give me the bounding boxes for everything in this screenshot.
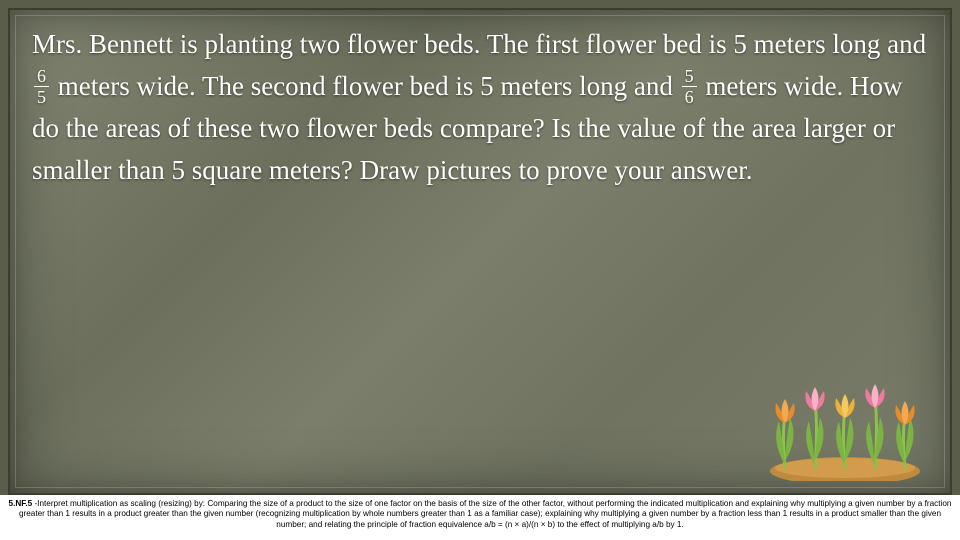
standard-text: -Interpret multiplication as scaling (re…: [19, 499, 952, 529]
tulip-group: [775, 384, 914, 469]
fraction-1-denominator: 5: [34, 87, 49, 106]
tulips-illustration: [760, 341, 930, 481]
fraction-1: 6 5: [34, 67, 49, 106]
math-question: Mrs. Bennett is planting two flower beds…: [32, 24, 928, 192]
fraction-2: 5 6: [682, 67, 697, 106]
question-part2: meters wide. The second flower bed is 5 …: [58, 71, 680, 101]
fraction-2-denominator: 6: [682, 87, 697, 106]
slide-background: Mrs. Bennett is planting two flower beds…: [8, 8, 952, 495]
fraction-1-numerator: 6: [34, 67, 49, 87]
standard-code: 5.NF.5: [9, 499, 33, 508]
question-part1: Mrs. Bennett is planting two flower beds…: [32, 29, 926, 59]
fraction-2-numerator: 5: [682, 67, 697, 87]
standard-footer: 5.NF.5 -Interpret multiplication as scal…: [0, 495, 960, 540]
